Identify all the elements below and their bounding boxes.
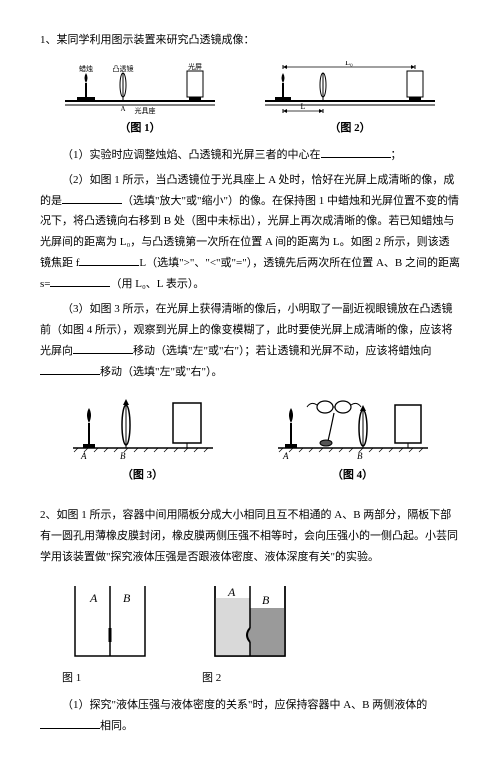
fig4-a: A [282,451,289,461]
q1-figure1-svg: 蜡烛 A 凸透镜 光屏 光具座 [55,61,225,116]
q1-figure-row-2: A B （图 3） [40,393,460,486]
q2-p1-blank [40,716,100,729]
q2-figure2-svg: A B [200,578,300,668]
q1-p1b: ； [391,149,402,161]
track-label: 光具座 [135,106,156,115]
q2f1-a: A [89,591,98,605]
q1-heading: 1、某同学利用图示装置来研究凸透镜成像： [40,30,460,51]
q2-figure-row: A B 图 1 A B 图 2 [60,578,460,689]
q1-p2d: （用 L₀、L 表示）。 [110,278,204,290]
q1-p2-blank2 [79,253,139,266]
q1-figure1-box: 蜡烛 A 凸透镜 光屏 光具座 （图 1） [55,61,225,139]
q2-figure1-box: A B 图 1 [60,578,160,689]
q1-figure3-box: A B （图 3） [68,393,218,486]
q1-p3b: 移动（选填"左"或"右"）；若让透镜和光屏不动，应该将蜡烛向 [133,345,431,357]
q1-p1-blank [321,145,391,158]
q1-p2: （2）如图 1 所示，当凸透镜位于光具座上 A 处时，恰好在光屏上成清晰的像，成… [40,170,460,295]
q2-fig1-caption: 图 1 [62,668,160,689]
q1-fig2-caption: （图 2） [255,118,445,139]
q2f2-a: A [227,585,236,599]
glasses-icon [307,401,361,446]
q1-p3-blank2 [40,362,100,375]
q1-fig3-caption: （图 3） [68,465,218,486]
candle-label: 蜡烛 [79,64,93,73]
q1-figure4-box: A B （图 4） [273,393,433,486]
q1-p3-blank1 [73,341,133,354]
q1-p2-blank3 [50,274,110,287]
q1-p3c: 移动（选填"左"或"右"）。 [100,366,222,378]
l0-label: L₀ [345,61,353,67]
q2-p1: （1）探究"液体压强与液体密度的关系"时，应保持容器中 A、B 两侧液体的相同。 [40,695,460,737]
fig3-a: A [80,451,87,461]
lens-label: 凸透镜 [113,64,134,73]
q1-figure4-svg: A B [273,393,433,463]
q1-figure2-box: L₀ L （图 2） [255,61,445,139]
q1-figure2-svg: L₀ L [255,61,445,116]
q2-figure1-svg: A B [60,578,160,668]
q2-figure2-box: A B 图 2 [200,578,300,689]
fig4-b: B [357,451,363,461]
q1-fig1-caption: （图 1） [55,118,225,139]
q2-p1b: 相同。 [100,720,133,732]
q1-p2-blank1 [62,191,122,204]
q2-fig2-caption: 图 2 [202,668,300,689]
q2-p1a: （1）探究"液体压强与液体密度的关系"时，应保持容器中 A、B 两侧液体的 [62,699,427,711]
q2f1-b: B [123,591,131,605]
q1-figure3-svg: A B [68,393,218,463]
q2-heading: 2、如图 1 所示，容器中间用隔板分成大小相同且互不相通的 A、B 两部分，隔板… [40,505,460,568]
q1-fig4-caption: （图 4） [273,465,433,486]
screen-label: 光屏 [188,62,202,71]
q1-figure-row-1: 蜡烛 A 凸透镜 光屏 光具座 （图 1） [40,61,460,139]
q1-p3: （3）如图 3 所示，在光屏上获得清晰的像后，小明取了一副近视眼镜放在凸透镜前（… [40,299,460,383]
pos-a-label: A [120,105,125,113]
fig3-b: B [120,451,126,461]
l-label: L [301,102,306,111]
q2f2-b: B [262,593,270,607]
q1-p1: （1）实验时应调整烛焰、凸透镜和光屏三者的中心在 ； [40,145,460,166]
q1-p1a: （1）实验时应调整烛焰、凸透镜和光屏三者的中心在 [62,149,321,161]
